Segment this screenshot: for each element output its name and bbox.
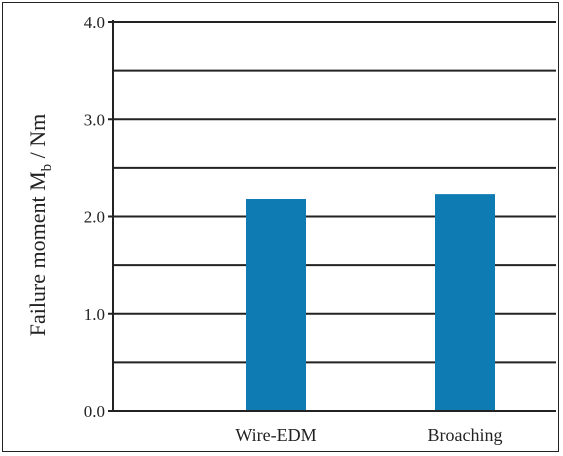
- y-tick-label: 3.0: [84, 110, 105, 129]
- y-tick-label: 4.0: [84, 13, 105, 32]
- y-tick-label: 1.0: [84, 305, 105, 324]
- axes: [108, 20, 556, 412]
- bar: [435, 194, 495, 411]
- x-category-label: Wire-EDM: [235, 425, 316, 445]
- tick-labels: 0.0 1.0 2.0 3.0 4.0 Wire-EDM Broaching: [84, 13, 503, 445]
- y-tick-label: 0.0: [84, 402, 105, 421]
- y-axis-title: Failure moment Mb / Nm: [25, 114, 55, 337]
- gridlines: [113, 21, 556, 364]
- bar-chart: 0.0 1.0 2.0 3.0 4.0 Wire-EDM Broaching Failure…: [25, 13, 556, 445]
- x-category-label: Broaching: [428, 425, 503, 445]
- chart-frame: 0.0 1.0 2.0 3.0 4.0 Wire-EDM Broaching Failure…: [2, 2, 559, 452]
- bars: [246, 194, 495, 411]
- y-tick-label: 2.0: [84, 208, 105, 227]
- bar: [246, 198, 306, 411]
